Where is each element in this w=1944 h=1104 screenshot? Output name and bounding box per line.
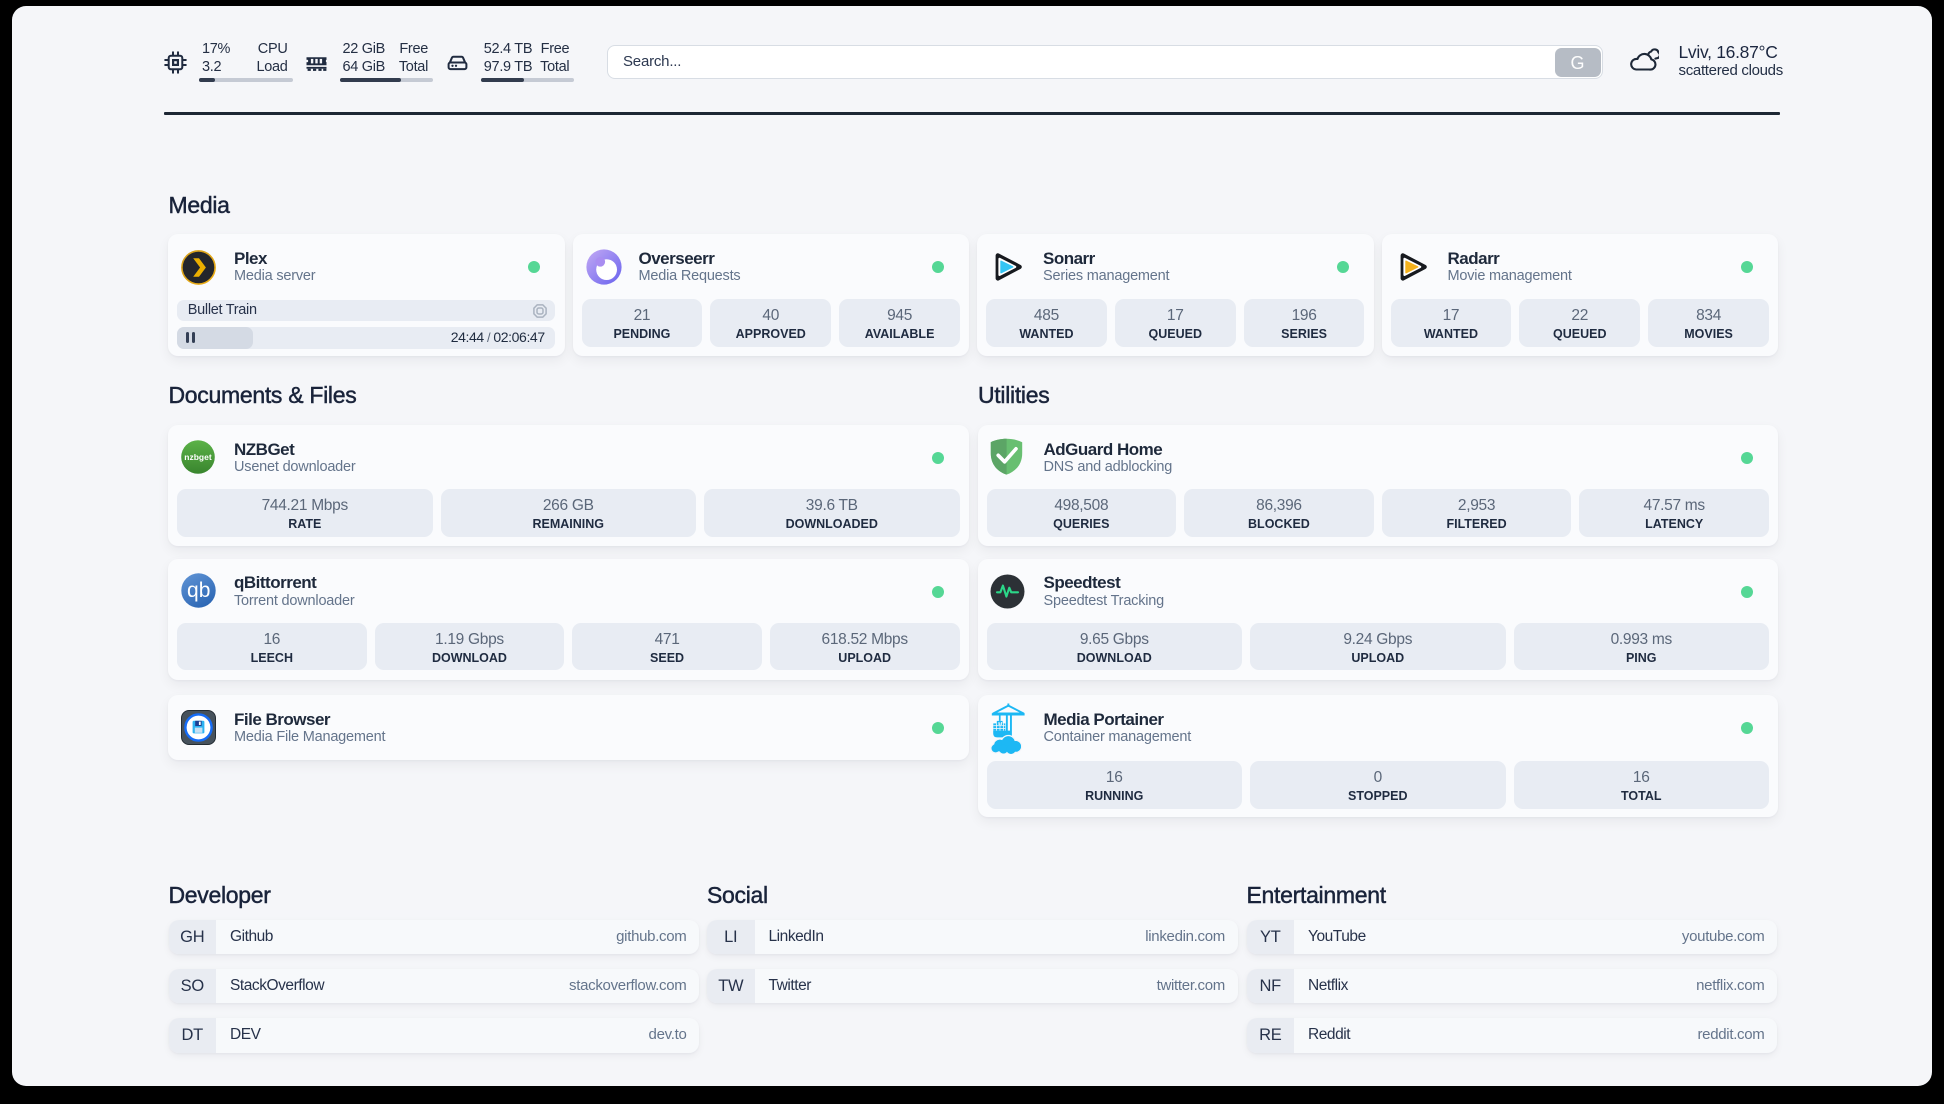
svg-text:nzbget: nzbget xyxy=(184,452,212,462)
svg-text:qb: qb xyxy=(187,579,210,602)
